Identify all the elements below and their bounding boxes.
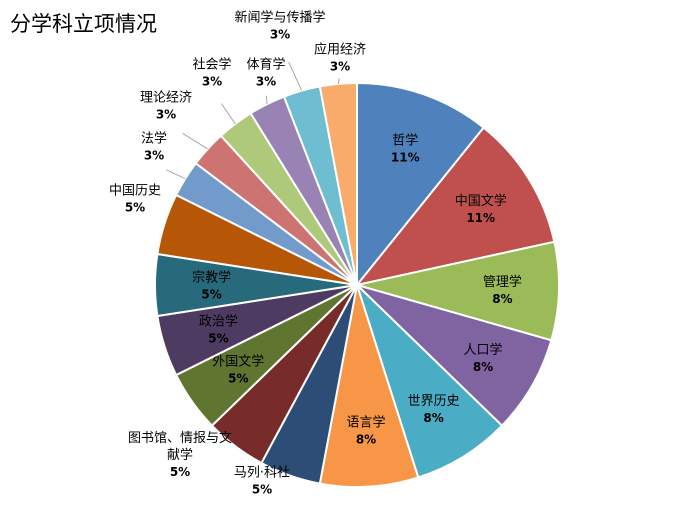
slice-name-label: 新闻学与传播学 [234, 10, 325, 26]
slice-percent-label: 8% [423, 411, 443, 425]
slice-label: 语言学 8% [346, 415, 385, 447]
slice-percent-label: 5% [170, 465, 190, 479]
slice-percent-label: 3% [256, 75, 276, 89]
slice-name-label: 理论经济 [140, 91, 192, 106]
slice-percent-label: 8% [356, 433, 376, 447]
slice-name-label: 世界历史 [408, 394, 460, 409]
slice-label: 宗教学 5% [192, 270, 231, 302]
slice-percent-label: 11% [391, 150, 420, 164]
slice-label: 政治学 5% [199, 314, 238, 346]
slice-percent-label: 5% [201, 288, 221, 302]
slice-percent-label: 3% [144, 149, 164, 163]
slice-name-label: 宗教学 [192, 270, 231, 286]
slice-label: 世界历史 8% [408, 394, 460, 425]
leader-line [182, 132, 208, 150]
slice-name-label: 哲学 [392, 132, 418, 148]
slice-percent-label: 3% [156, 108, 176, 122]
slice-name-label: 马列·科社 [234, 465, 290, 481]
slice-label: 新闻学与传播学 3% [234, 10, 325, 42]
slice-name-label: 图书馆、情报与文 [128, 431, 232, 446]
slice-label: 理论经济 3% [140, 91, 192, 122]
slice-percent-label: 8% [473, 360, 493, 374]
slice-label: 体育学 3% [246, 57, 285, 89]
slice-percent-label: 3% [202, 75, 222, 89]
slice-name-label: 社会学 [192, 57, 231, 73]
slice-label: 中国历史 5% [109, 184, 161, 215]
pie-slice [356, 240, 560, 342]
slice-name-label: 人口学 [463, 342, 502, 358]
pie-slice [356, 284, 553, 428]
pie-slice [354, 126, 556, 287]
slice-name-label: 法学 [141, 131, 167, 147]
slice-name-label: 政治学 [199, 314, 238, 330]
slice-label: 人口学 8% [463, 342, 502, 374]
slice-percent-label: 3% [330, 60, 350, 74]
slice-name-label: 外国文学 [212, 354, 264, 370]
chart-title: 分学科立项情况 [10, 12, 157, 36]
slice-label: 法学 3% [141, 131, 167, 163]
slice-name-label: 应用经济 [314, 42, 366, 58]
slice-percent-label: 5% [208, 332, 228, 346]
leader-line [265, 95, 268, 105]
leader-line [166, 169, 186, 180]
slice-name-label: 管理学 [483, 274, 522, 290]
slice-name-label: 语言学 [346, 415, 385, 431]
slice-percent-label: 8% [492, 292, 512, 306]
pie-slice [356, 284, 504, 479]
slice-label: 社会学 3% [192, 57, 231, 89]
slice-percent-label: 5% [228, 372, 248, 386]
slice-name-label: 中国历史 [109, 184, 161, 199]
slice-label: 哲学 11% [391, 132, 420, 164]
slice-percent-label: 5% [252, 483, 272, 497]
leader-line [337, 78, 340, 84]
leader-line [288, 61, 303, 91]
leader-line [220, 103, 236, 125]
slice-label: 中国文学 11% [455, 193, 507, 225]
pie-slice [356, 81, 486, 288]
slice-name-label: 献学 [167, 447, 193, 463]
slice-percent-label: 5% [125, 201, 145, 215]
slice-name-label: 中国文学 [455, 193, 507, 209]
slice-label: 应用经济 3% [314, 42, 366, 74]
pie-slice [318, 284, 420, 488]
slice-name-label: 体育学 [246, 57, 285, 73]
slice-label: 马列·科社 5% [234, 465, 290, 497]
slice-label: 外国文学 5% [212, 354, 264, 386]
slice-percent-label: 3% [270, 28, 290, 42]
slice-label: 管理学 8% [483, 274, 522, 306]
slice-percent-label: 11% [466, 211, 495, 225]
